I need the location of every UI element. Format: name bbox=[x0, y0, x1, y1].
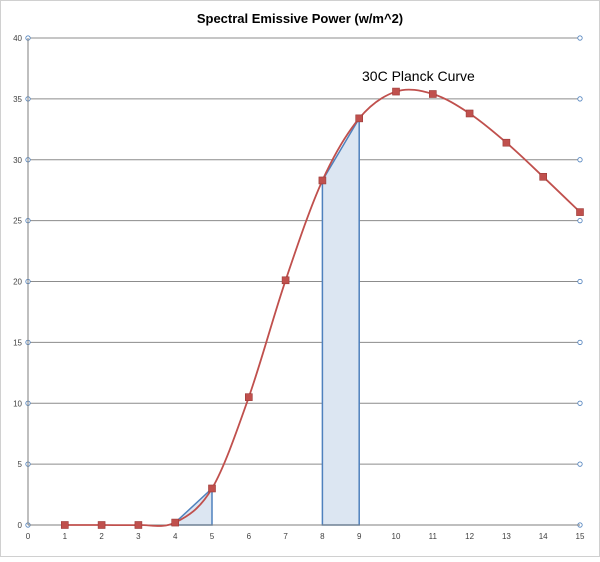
x-tick-label: 1 bbox=[63, 532, 68, 541]
data-point bbox=[245, 393, 253, 401]
x-tick-label: 7 bbox=[283, 532, 288, 541]
x-tick-label: 15 bbox=[576, 532, 585, 541]
gridline-marker bbox=[577, 218, 583, 224]
data-point bbox=[134, 521, 143, 529]
data-point bbox=[539, 172, 548, 181]
y-tick-label: 25 bbox=[13, 217, 22, 226]
gridline-marker bbox=[577, 339, 583, 345]
y-tick-label: 20 bbox=[13, 278, 22, 287]
data-point bbox=[392, 87, 400, 96]
x-tick-label: 14 bbox=[539, 532, 548, 541]
y-tick-label: 5 bbox=[18, 460, 23, 469]
y-tick-label: 10 bbox=[13, 399, 22, 408]
data-point bbox=[576, 208, 584, 216]
data-point bbox=[208, 484, 216, 493]
x-tick-label: 0 bbox=[26, 532, 31, 541]
data-point bbox=[97, 521, 106, 529]
x-tick-label: 13 bbox=[502, 532, 511, 541]
data-point bbox=[428, 90, 437, 98]
gridline-marker bbox=[577, 278, 583, 285]
x-tick-label: 12 bbox=[465, 532, 474, 541]
chart-title: Spectral Emissive Power (w/m^2) bbox=[197, 11, 403, 26]
x-tick-label: 9 bbox=[357, 532, 362, 541]
curve-annotation: 30C Planck Curve bbox=[362, 68, 475, 84]
x-tick-label: 11 bbox=[429, 532, 438, 541]
gridline-marker bbox=[577, 96, 583, 102]
data-point bbox=[171, 518, 179, 527]
planck-curve-line bbox=[64, 88, 581, 527]
shaded-region bbox=[321, 115, 360, 526]
gridlines bbox=[25, 35, 583, 528]
gridline-marker bbox=[577, 35, 583, 41]
gridline-marker bbox=[577, 461, 583, 467]
x-tick-label: 3 bbox=[136, 532, 141, 541]
data-point bbox=[281, 276, 290, 285]
data-point bbox=[318, 176, 327, 185]
y-tick-label: 15 bbox=[13, 338, 22, 347]
data-point bbox=[60, 521, 69, 529]
y-tick-labels: 0 5 10 15 20 25 30 35 40 bbox=[13, 34, 22, 530]
data-point bbox=[355, 114, 364, 123]
curve-layer bbox=[64, 88, 581, 527]
data-point bbox=[502, 138, 511, 147]
x-tick-label: 6 bbox=[247, 532, 252, 541]
gridline-marker bbox=[577, 400, 583, 406]
x-tick-label: 4 bbox=[173, 532, 178, 541]
x-tick-label: 10 bbox=[392, 532, 401, 541]
markers bbox=[60, 87, 584, 529]
x-tick-label: 2 bbox=[99, 532, 104, 541]
x-tick-label: 8 bbox=[320, 532, 325, 541]
y-tick-label: 30 bbox=[13, 156, 22, 165]
y-tick-label: 0 bbox=[18, 521, 23, 530]
y-tick-label: 40 bbox=[13, 34, 22, 43]
gridline-marker bbox=[577, 157, 583, 163]
y-tick-label: 35 bbox=[13, 95, 22, 104]
data-point bbox=[465, 109, 474, 118]
x-tick-labels: 0 1 2 3 4 5 6 7 8 9 10 11 12 13 14 15 bbox=[26, 532, 585, 541]
x-tick-label: 5 bbox=[210, 532, 215, 541]
